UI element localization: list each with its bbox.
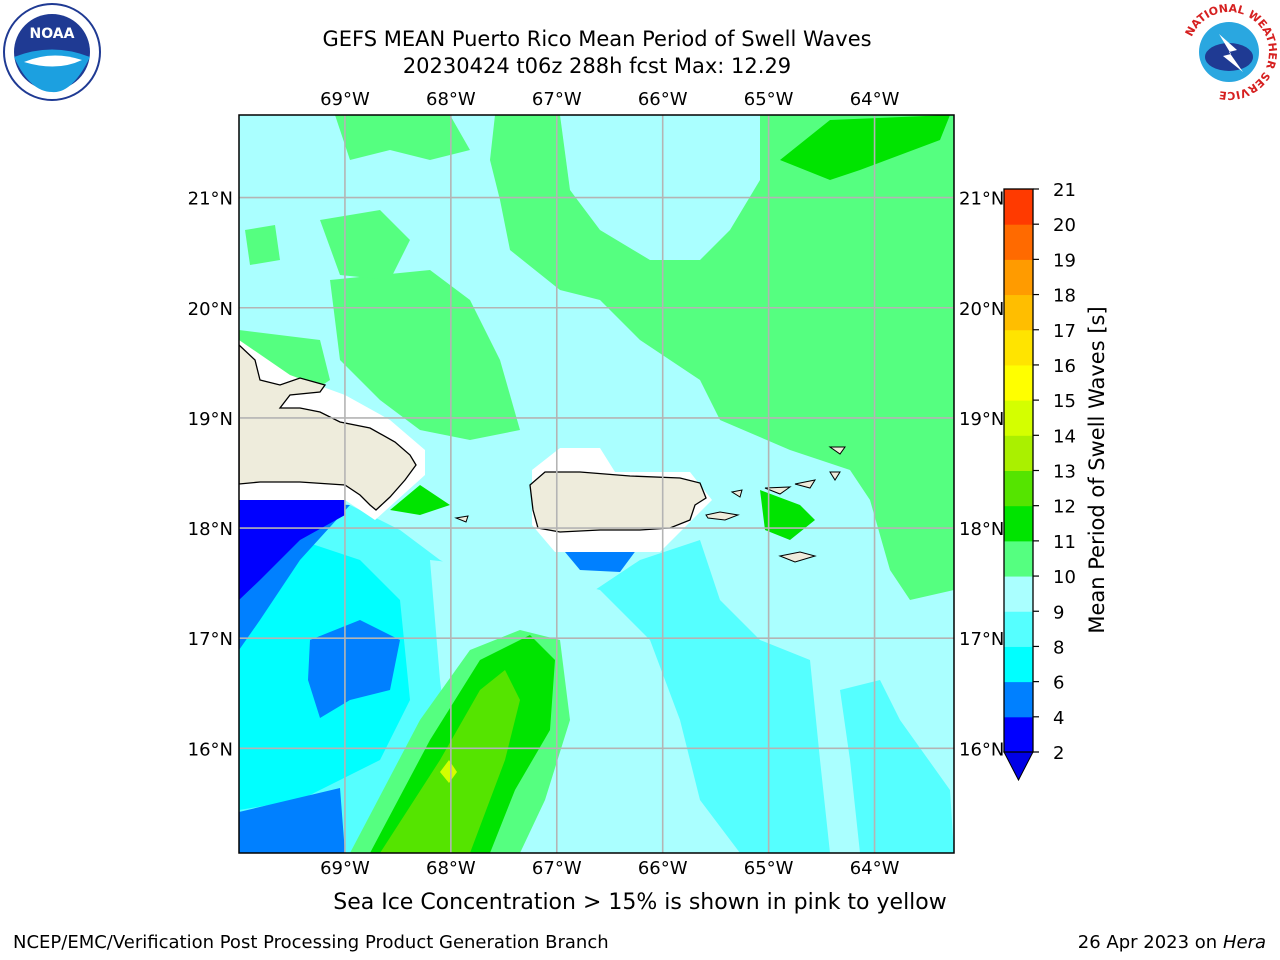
colorbar-tick-label: 8 (1053, 637, 1064, 658)
lon-label: 69°W (320, 858, 370, 879)
contour-9-10-mid (330, 270, 520, 440)
lat-label: 21°N (959, 189, 1004, 210)
virgin-islands (454, 446, 846, 563)
contour-2-4-southwest (308, 620, 400, 718)
lon-label: 64°W (850, 89, 900, 110)
contour-9-10-north-central (320, 210, 410, 280)
lat-label: 16°N (188, 739, 233, 760)
sea-ice-note: Sea Ice Concentration > 15% is shown in … (333, 890, 947, 915)
lon-label: 65°W (744, 858, 794, 879)
hispaniola-coast (239, 344, 417, 511)
colorbar-tick-label: 2 (1053, 743, 1064, 764)
footer-date-text: 26 Apr 2023 on (1077, 932, 1223, 953)
lat-labels-left: 21°N 20°N 19°N 18°N 17°N 16°N (188, 189, 233, 761)
colorbar-band (1004, 189, 1033, 225)
colorbar-tick-label: 20 (1053, 215, 1076, 236)
colorbar-tick-label: 21 (1053, 180, 1076, 201)
contour-10-11-ne (780, 115, 950, 180)
contour-9-10-top (335, 115, 470, 160)
lat-label: 19°N (188, 409, 233, 430)
lat-label: 19°N (959, 409, 1004, 430)
colorbar-band (1004, 294, 1033, 331)
contour-under-2-west (239, 500, 345, 600)
contour-13-14-spot (440, 760, 457, 783)
lon-labels-bottom: 69°W 68°W 67°W 66°W 65°W 64°W (320, 858, 900, 879)
map-frame (238, 114, 955, 854)
lon-label: 66°W (638, 858, 688, 879)
colorbar-tick-label: 11 (1053, 532, 1076, 553)
lon-label: 67°W (532, 858, 582, 879)
colorbar-band (1004, 681, 1033, 718)
colorbar-under-triangle (1003, 751, 1034, 782)
colorbar-band (1004, 224, 1033, 260)
colorbar-ticks: 2 4 6 8 9 10 11 12 13 14 15 16 17 18 19 20 21 (1033, 180, 1076, 764)
colorbar-tick-label: 9 (1053, 602, 1064, 623)
colorbar-tick-label: 16 (1053, 356, 1076, 377)
lon-labels-top: 69°W 68°W 67°W 66°W 65°W 64°W (320, 89, 900, 110)
colorbar-band (1004, 329, 1033, 366)
colorbar-band (1004, 576, 1033, 612)
lat-label: 21°N (188, 189, 233, 210)
lat-label: 18°N (188, 519, 233, 540)
noaa-logo: NOAA (3, 3, 101, 101)
colorbar-label: Mean Period of Swell Waves [s] (1085, 306, 1109, 634)
chart-subtitle: 20230424 t06z 288h fcst Max: 12.29 (402, 54, 792, 78)
noaa-logo-text: NOAA (30, 26, 75, 42)
colorbar-tick-label: 18 (1053, 286, 1076, 307)
contour-6-8-southeast (840, 680, 954, 853)
footer-credit: NCEP/EMC/Verification Post Processing Pr… (13, 932, 609, 953)
colorbar-band (1004, 435, 1033, 471)
contour-8-9-pocket (560, 115, 760, 260)
lat-label: 20°N (188, 299, 233, 320)
footer-date: 26 Apr 2023 on Hera (1078, 932, 1266, 953)
footer-host: Hera (1222, 932, 1266, 953)
graticule (239, 115, 954, 853)
chart-title: GEFS MEAN Puerto Rico Mean Period of Swe… (322, 27, 872, 51)
colorbar-band (1004, 540, 1033, 577)
lon-label: 69°W (320, 89, 370, 110)
colorbar-tick-label: 14 (1053, 426, 1076, 447)
colorbar-tick-label: 13 (1053, 462, 1076, 483)
lon-label: 65°W (744, 89, 794, 110)
swell-period-field (239, 115, 954, 853)
contour-9-10-north (490, 115, 954, 600)
lon-label: 68°W (426, 858, 476, 879)
colorbar-tick-label: 15 (1053, 391, 1076, 412)
colorbar-tick-label: 10 (1053, 567, 1076, 588)
contour-9-10-nw (245, 225, 280, 265)
lat-labels-right: 21°N 20°N 19°N 18°N 17°N 16°N (959, 189, 1004, 761)
colorbar-tick-label: 12 (1053, 497, 1076, 518)
lon-label: 67°W (532, 89, 582, 110)
colorbar-tick-label: 4 (1053, 708, 1064, 729)
colorbar-band (1004, 470, 1033, 507)
lat-label: 20°N (959, 299, 1004, 320)
colorbar-band (1004, 400, 1033, 436)
colorbar-band (1004, 646, 1033, 683)
contour-10-11-west-coast (390, 485, 450, 515)
colorbar-tick-label: 6 (1053, 673, 1064, 694)
colorbar-tick-label: 17 (1053, 321, 1076, 342)
colorbar-band (1004, 611, 1033, 647)
lon-label: 64°W (850, 858, 900, 879)
colorbar-band (1004, 364, 1033, 401)
lat-label: 16°N (959, 739, 1004, 760)
colorbar-bands (1004, 189, 1033, 753)
nws-logo: NATIONAL WEATHER SERVICE (1181, 2, 1279, 102)
lat-label: 17°N (188, 629, 233, 650)
colorbar-band (1004, 259, 1033, 296)
lon-label: 68°W (426, 89, 476, 110)
colorbar-band (1004, 505, 1033, 542)
lat-label: 18°N (959, 519, 1004, 540)
lon-label: 66°W (638, 89, 688, 110)
contour-2-4-southwest-corner (239, 788, 345, 853)
colorbar-band (1004, 716, 1033, 753)
lat-label: 17°N (959, 629, 1004, 650)
colorbar-tick-label: 19 (1053, 250, 1076, 271)
